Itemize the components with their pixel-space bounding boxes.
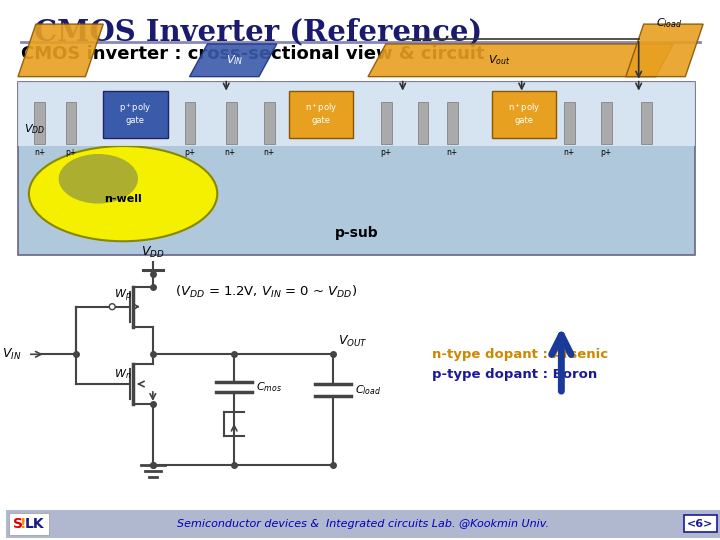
Text: CMOS Inverter (Reference): CMOS Inverter (Reference) — [34, 17, 482, 46]
Bar — [641, 103, 652, 144]
Text: S: S — [13, 517, 23, 531]
Text: p$^+$poly: p$^+$poly — [120, 102, 152, 115]
Text: ($V_{DD}$ = 1.2V, $V_{IN}$ = 0 ~ $V_{DD}$): ($V_{DD}$ = 1.2V, $V_{IN}$ = 0 ~ $V_{DD}… — [175, 284, 357, 300]
Text: p+: p+ — [380, 148, 392, 157]
Text: n+: n+ — [446, 148, 458, 157]
Bar — [226, 103, 237, 144]
Text: p+: p+ — [65, 148, 76, 157]
Bar — [184, 103, 195, 144]
Text: p+: p+ — [184, 148, 195, 157]
Text: $C_{mos}$: $C_{mos}$ — [256, 380, 282, 394]
Text: p+: p+ — [600, 148, 611, 157]
Bar — [381, 103, 392, 144]
Bar — [492, 91, 557, 138]
Text: LK: LK — [25, 517, 45, 531]
Polygon shape — [18, 24, 103, 77]
Text: n$^+$poly: n$^+$poly — [305, 102, 337, 115]
Text: n+: n+ — [564, 148, 575, 157]
Bar — [447, 103, 458, 144]
Bar — [9, 513, 49, 535]
Text: n$^+$poly: n$^+$poly — [508, 102, 540, 115]
Bar — [264, 103, 275, 144]
Bar — [34, 103, 45, 144]
Text: gate: gate — [515, 116, 534, 125]
Text: $C_{load}$: $C_{load}$ — [656, 16, 683, 30]
Polygon shape — [626, 24, 703, 77]
Bar — [6, 510, 720, 538]
Text: $V_{OUT}$: $V_{OUT}$ — [338, 334, 368, 349]
Text: n+: n+ — [264, 148, 274, 157]
Text: $V_{out}$: $V_{out}$ — [487, 53, 510, 67]
Bar — [564, 103, 575, 144]
Text: p-type dopant : Boron: p-type dopant : Boron — [433, 368, 598, 381]
Text: $C_{load}$: $C_{load}$ — [355, 383, 382, 397]
Bar — [103, 91, 168, 138]
Text: gate: gate — [312, 116, 330, 125]
Polygon shape — [368, 44, 673, 77]
Circle shape — [109, 303, 115, 309]
Bar — [601, 103, 612, 144]
Text: gate: gate — [126, 116, 145, 125]
Text: Semiconductor devices &  Integrated circuits Lab. @Kookmin Univ.: Semiconductor devices & Integrated circu… — [177, 519, 549, 529]
Ellipse shape — [29, 146, 217, 241]
Text: $V_{DD}$: $V_{DD}$ — [141, 245, 165, 260]
Text: $W_n$: $W_n$ — [114, 367, 132, 381]
Bar — [18, 82, 696, 146]
Text: p-sub: p-sub — [335, 226, 379, 240]
Text: $V_{DD}$: $V_{DD}$ — [24, 123, 45, 136]
Text: n-type dopant : Arsenic: n-type dopant : Arsenic — [433, 348, 608, 361]
Text: $W_p$: $W_p$ — [114, 287, 132, 303]
Text: <6>: <6> — [687, 519, 714, 529]
Text: !: ! — [20, 517, 27, 531]
Text: $V_{IN}$: $V_{IN}$ — [1, 347, 21, 362]
Bar — [18, 82, 696, 255]
Bar — [66, 103, 76, 144]
Bar — [418, 103, 428, 144]
Bar — [289, 91, 353, 138]
Text: CMOS inverter : cross-sectional view & circuit: CMOS inverter : cross-sectional view & c… — [21, 45, 485, 63]
Ellipse shape — [58, 154, 138, 204]
Text: $V_{IN}$: $V_{IN}$ — [226, 53, 244, 67]
Text: n+: n+ — [34, 148, 45, 157]
Polygon shape — [189, 44, 276, 77]
Text: n+: n+ — [225, 148, 236, 157]
Text: n-well: n-well — [104, 194, 142, 204]
